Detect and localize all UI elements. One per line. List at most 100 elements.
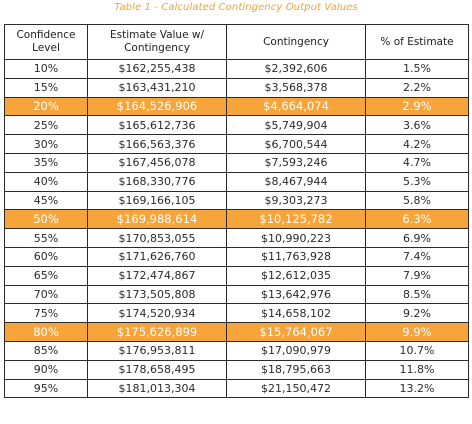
cell-confidence: 65%: [4, 265, 88, 286]
cell-estimate: $181,013,304: [87, 378, 227, 399]
cell-contingency: $12,612,035: [226, 265, 366, 286]
header-percent-label: % of Estimate: [380, 35, 454, 48]
cell-contingency: $21,150,472: [226, 378, 366, 399]
cell-estimate: $169,166,105: [87, 190, 227, 211]
header-row: Confidence Level Estimate Value w/ Conti…: [4, 24, 469, 60]
table-row: 85% $176,953,811 $17,090,979 10.7%: [4, 340, 469, 361]
cell-contingency: $10,125,782: [226, 209, 366, 230]
cell-confidence: 55%: [4, 228, 88, 248]
header-estimate-line-1: Estimate Value w/: [109, 29, 204, 41]
cell-contingency: $18,795,663: [226, 359, 366, 380]
cell-estimate: $169,988,614: [87, 209, 227, 230]
cell-estimate: $168,330,776: [87, 171, 227, 192]
cell-contingency: $13,642,976: [226, 284, 366, 305]
table-row: 10% $162,255,438 $2,392,606 1.5%: [4, 59, 469, 79]
cell-percent: 2.2%: [365, 77, 469, 98]
cell-estimate: $173,505,808: [87, 284, 227, 305]
cell-percent: 2.9%: [365, 96, 469, 117]
cell-confidence: 50%: [4, 209, 88, 230]
cell-contingency: $11,763,928: [226, 246, 366, 267]
cell-contingency: $9,303,273: [226, 190, 366, 211]
cell-percent: 4.7%: [365, 152, 469, 173]
cell-contingency: $7,593,246: [226, 152, 366, 173]
header-estimate-value: Estimate Value w/ Contingency: [87, 24, 227, 60]
cell-confidence: 95%: [4, 378, 88, 399]
cell-confidence: 75%: [4, 303, 88, 324]
cell-percent: 10.7%: [365, 340, 469, 361]
cell-contingency: $8,467,944: [226, 171, 366, 192]
table-row: 40% $168,330,776 $8,467,944 5.3%: [4, 171, 469, 192]
cell-confidence: 40%: [4, 171, 88, 192]
cell-estimate: $166,563,376: [87, 134, 227, 154]
contingency-table: Confidence Level Estimate Value w/ Conti…: [4, 24, 469, 399]
cell-percent: 5.8%: [365, 190, 469, 211]
cell-contingency: $2,392,606: [226, 59, 366, 79]
cell-estimate: $163,431,210: [87, 77, 227, 98]
header-confidence-level: Confidence Level: [4, 24, 88, 60]
cell-confidence: 80%: [4, 322, 88, 342]
table-row: 75% $174,520,934 $14,658,102 9.2%: [4, 303, 469, 324]
cell-percent: 9.2%: [365, 303, 469, 324]
table-row: 65% $172,474,867 $12,612,035 7.9%: [4, 265, 469, 286]
cell-percent: 13.2%: [365, 378, 469, 399]
cell-contingency: $14,658,102: [226, 303, 366, 324]
cell-percent: 3.6%: [365, 115, 469, 136]
header-percent-of-estimate: % of Estimate: [365, 24, 469, 60]
cell-estimate: $170,853,055: [87, 228, 227, 248]
cell-estimate: $178,658,495: [87, 359, 227, 380]
header-contingency-label: Contingency: [263, 35, 329, 48]
table-row: 95% $181,013,304 $21,150,472 13.2%: [4, 378, 469, 399]
cell-estimate: $164,526,906: [87, 96, 227, 117]
table-row: 50% $169,988,614 $10,125,782 6.3%: [4, 209, 469, 230]
cell-confidence: 45%: [4, 190, 88, 211]
cell-estimate: $167,456,078: [87, 152, 227, 173]
cell-estimate: $165,612,736: [87, 115, 227, 136]
table-row: 60% $171,626,760 $11,763,928 7.4%: [4, 246, 469, 267]
cell-confidence: 30%: [4, 134, 88, 154]
table-row: 90% $178,658,495 $18,795,663 11.8%: [4, 359, 469, 380]
cell-confidence: 60%: [4, 246, 88, 267]
cell-confidence: 85%: [4, 340, 88, 361]
cell-percent: 7.4%: [365, 246, 469, 267]
cell-percent: 1.5%: [365, 59, 469, 79]
cell-contingency: $4,664,074: [226, 96, 366, 117]
table-row: 15% $163,431,210 $3,568,378 2.2%: [4, 77, 469, 98]
table-caption: Table 1 - Calculated Contingency Output …: [114, 2, 358, 13]
cell-contingency: $15,764,067: [226, 322, 366, 342]
table-row: 55% $170,853,055 $10,990,223 6.9%: [4, 228, 469, 248]
cell-confidence: 20%: [4, 96, 88, 117]
cell-percent: 6.9%: [365, 228, 469, 248]
cell-percent: 4.2%: [365, 134, 469, 154]
cell-percent: 5.3%: [365, 171, 469, 192]
table-row: 45% $169,166,105 $9,303,273 5.8%: [4, 190, 469, 211]
cell-estimate: $174,520,934: [87, 303, 227, 324]
cell-confidence: 35%: [4, 152, 88, 173]
header-contingency: Contingency: [226, 24, 366, 60]
table-header: Confidence Level Estimate Value w/ Conti…: [4, 24, 469, 60]
table-row: 30% $166,563,376 $6,700,544 4.2%: [4, 134, 469, 154]
cell-estimate: $162,255,438: [87, 59, 227, 79]
cell-contingency: $17,090,979: [226, 340, 366, 361]
cell-estimate: $175,626,899: [87, 322, 227, 342]
cell-estimate: $171,626,760: [87, 246, 227, 267]
header-confidence-line-1: Confidence: [16, 29, 76, 41]
table-row: 80% $175,626,899 $15,764,067 9.9%: [4, 322, 469, 342]
cell-confidence: 10%: [4, 59, 88, 79]
header-confidence-line-2: Level: [32, 42, 60, 54]
table-row: 20% $164,526,906 $4,664,074 2.9%: [4, 96, 469, 117]
cell-estimate: $176,953,811: [87, 340, 227, 361]
cell-confidence: 25%: [4, 115, 88, 136]
cell-contingency: $10,990,223: [226, 228, 366, 248]
header-estimate-line-2: Contingency: [124, 42, 190, 54]
table-body: 10% $162,255,438 $2,392,606 1.5% 15% $163,431…: [4, 59, 469, 399]
cell-contingency: $3,568,378: [226, 77, 366, 98]
cell-contingency: $6,700,544: [226, 134, 366, 154]
cell-confidence: 90%: [4, 359, 88, 380]
cell-percent: 6.3%: [365, 209, 469, 230]
cell-contingency: $5,749,904: [226, 115, 366, 136]
cell-percent: 11.8%: [365, 359, 469, 380]
cell-confidence: 70%: [4, 284, 88, 305]
table-row: 25% $165,612,736 $5,749,904 3.6%: [4, 115, 469, 136]
cell-percent: 9.9%: [365, 322, 469, 342]
table-row: 35% $167,456,078 $7,593,246 4.7%: [4, 152, 469, 173]
